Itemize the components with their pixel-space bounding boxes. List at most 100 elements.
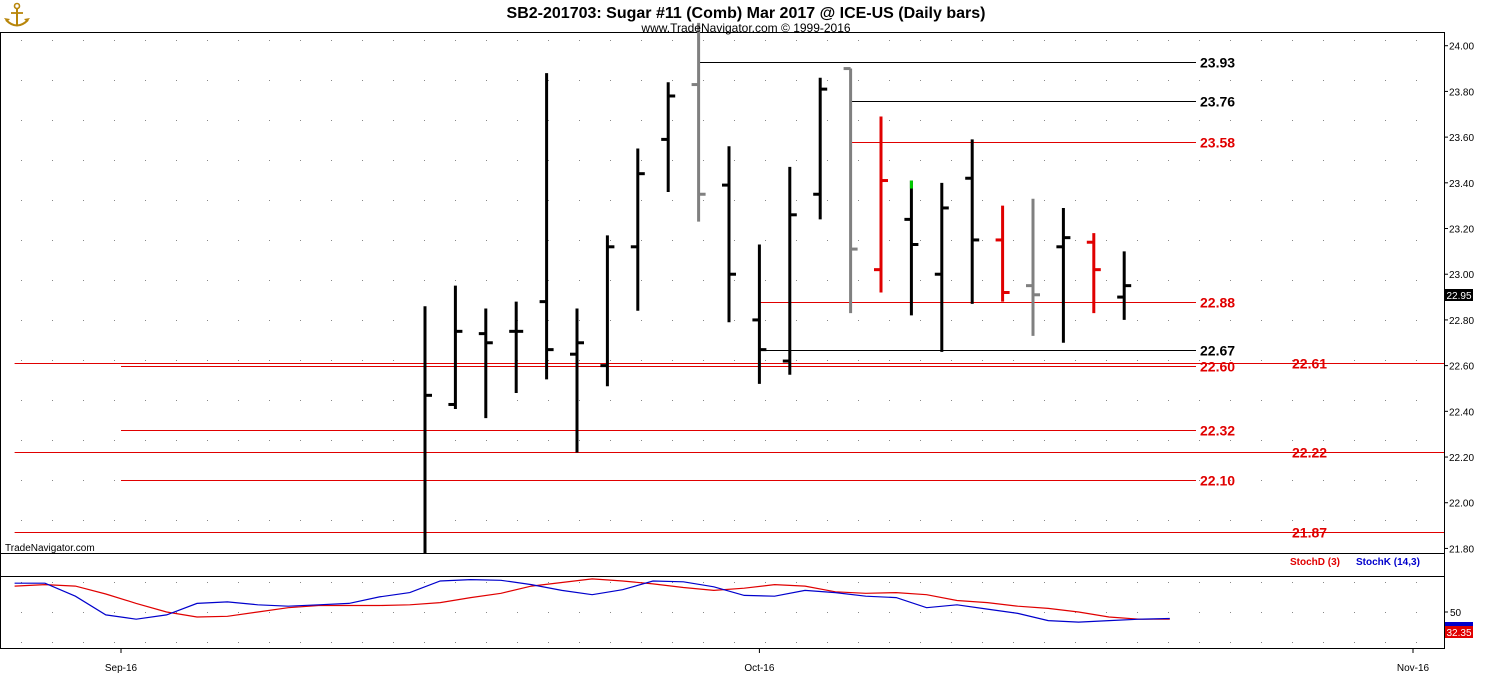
- grid-dot: [83, 200, 84, 201]
- grid-dot: [703, 40, 704, 41]
- grid-dot: [52, 240, 53, 241]
- grid-dot: [176, 360, 177, 361]
- grid-dot: [889, 200, 890, 201]
- grid-dot: [1106, 642, 1107, 643]
- grid-dot: [858, 642, 859, 643]
- grid-dot: [1168, 520, 1169, 521]
- grid-dot: [579, 200, 580, 201]
- grid-dot: [1416, 320, 1417, 321]
- grid-dot: [331, 160, 332, 161]
- chart-title: SB2-201703: Sugar #11 (Comb) Mar 2017 @ …: [507, 5, 986, 22]
- grid-dot: [238, 120, 239, 121]
- grid-dot: [1075, 80, 1076, 81]
- grid-dot: [1354, 160, 1355, 161]
- grid-dot: [548, 320, 549, 321]
- grid-dot: [207, 40, 208, 41]
- grid-dot: [362, 440, 363, 441]
- grid-dot: [114, 200, 115, 201]
- grid-dot: [920, 360, 921, 361]
- grid-dot: [300, 120, 301, 121]
- grid-dot: [579, 440, 580, 441]
- grid-dot: [269, 520, 270, 521]
- grid-dot: [610, 582, 611, 583]
- grid-dot: [734, 582, 735, 583]
- grid-dot: [1106, 320, 1107, 321]
- grid-dot: [362, 400, 363, 401]
- grid-dot: [362, 612, 363, 613]
- grid-dot: [424, 40, 425, 41]
- grid-dot: [362, 280, 363, 281]
- grid-dot: [1013, 642, 1014, 643]
- grid-dot: [455, 440, 456, 441]
- grid-dot: [517, 642, 518, 643]
- grid-dot: [21, 280, 22, 281]
- grid-dot: [269, 120, 270, 121]
- grid-dot: [1323, 240, 1324, 241]
- grid-dot: [548, 642, 549, 643]
- grid-dot: [610, 80, 611, 81]
- grid-dot: [1261, 120, 1262, 121]
- grid-dot: [21, 520, 22, 521]
- grid-dot: [1416, 160, 1417, 161]
- grid-dot: [145, 200, 146, 201]
- grid-dot: [207, 612, 208, 613]
- grid-dot: [52, 360, 53, 361]
- grid-dot: [114, 520, 115, 521]
- grid-dot: [951, 240, 952, 241]
- grid-dot: [579, 240, 580, 241]
- legend-stochd: StochD (3): [1290, 557, 1340, 568]
- grid-dot: [424, 160, 425, 161]
- grid-dot: [1137, 40, 1138, 41]
- grid-dot: [548, 520, 549, 521]
- grid-dot: [1416, 280, 1417, 281]
- grid-dot: [734, 400, 735, 401]
- grid-dot: [1261, 240, 1262, 241]
- grid-dot: [672, 200, 673, 201]
- level-label: 22.22: [1292, 445, 1327, 461]
- grid-dot: [1075, 440, 1076, 441]
- grid-dot: [920, 320, 921, 321]
- grid-dot: [765, 40, 766, 41]
- grid-dot: [889, 80, 890, 81]
- grid-dot: [1385, 120, 1386, 121]
- grid-dot: [951, 400, 952, 401]
- grid-dot: [1385, 360, 1386, 361]
- grid-dot: [765, 280, 766, 281]
- grid-dot: [238, 240, 239, 241]
- grid-dot: [362, 80, 363, 81]
- grid-dot: [920, 40, 921, 41]
- grid-dot: [858, 160, 859, 161]
- grid-dot: [1137, 520, 1138, 521]
- grid-dot: [486, 642, 487, 643]
- grid-dot: [1385, 440, 1386, 441]
- grid-dot: [52, 520, 53, 521]
- grid-dot: [1416, 40, 1417, 41]
- grid-dot: [827, 582, 828, 583]
- grid-dot: [641, 200, 642, 201]
- grid-dot: [517, 440, 518, 441]
- grid-dot: [52, 612, 53, 613]
- grid-dot: [920, 280, 921, 281]
- grid-dot: [21, 582, 22, 583]
- grid-dot: [703, 320, 704, 321]
- grid-dot: [548, 360, 549, 361]
- grid-dot: [1261, 480, 1262, 481]
- anchor-logo-icon[interactable]: [4, 2, 30, 27]
- grid-dot: [269, 612, 270, 613]
- grid-dot: [827, 40, 828, 41]
- grid-dot: [951, 200, 952, 201]
- grid-dot: [1292, 200, 1293, 201]
- grid-dot: [951, 80, 952, 81]
- grid-dot: [920, 80, 921, 81]
- grid-dot: [331, 40, 332, 41]
- grid-dot: [920, 200, 921, 201]
- grid-dot: [114, 160, 115, 161]
- grid-dot: [1292, 80, 1293, 81]
- grid-dot: [176, 520, 177, 521]
- grid-dot: [1385, 480, 1386, 481]
- grid-dot: [858, 200, 859, 201]
- grid-dot: [610, 320, 611, 321]
- grid-dot: [920, 582, 921, 583]
- grid-dot: [331, 320, 332, 321]
